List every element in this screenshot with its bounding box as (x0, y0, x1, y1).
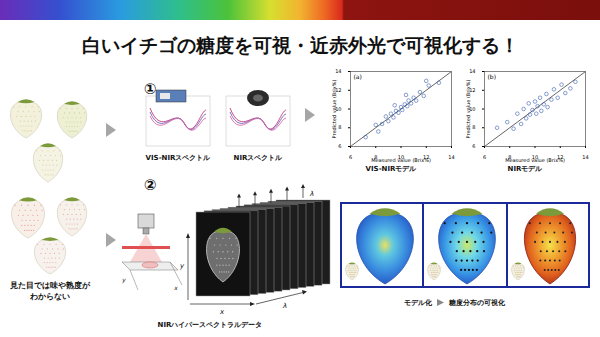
svg-text:VIS-NIRスペクトル: VIS-NIRスペクトル (146, 154, 212, 162)
svg-text:x: x (219, 308, 225, 316)
svg-text:Predicted value (Brix%): Predicted value (Brix%) (465, 80, 471, 139)
svg-text:白いイチゴの糖度を可視・近赤外光で可視化する！: 白いイチゴの糖度を可視・近赤外光で可視化する！ (82, 34, 519, 56)
svg-text:14: 14 (582, 154, 588, 160)
svg-text:わからない: わからない (29, 292, 70, 301)
svg-text:10: 10 (469, 105, 476, 112)
svg-text:y: y (179, 262, 185, 270)
svg-text:14: 14 (448, 154, 454, 160)
svg-text:見た目では味や熟度が: 見た目では味や熟度が (9, 280, 91, 290)
svg-text:14: 14 (335, 68, 341, 74)
svg-text:10: 10 (335, 105, 342, 112)
svg-text:λ: λ (282, 302, 287, 310)
svg-text:8: 8 (338, 124, 341, 130)
svg-text:Measured value (Brix%): Measured value (Brix%) (371, 157, 431, 163)
svg-text:糖度分布の可視化: 糖度分布の可視化 (448, 298, 506, 307)
svg-text:x: x (173, 284, 178, 291)
svg-text:②: ② (144, 176, 157, 194)
svg-text:NIRハイパースペクトラルデータ: NIRハイパースペクトラルデータ (158, 321, 263, 329)
svg-text:NIRスペクトル: NIRスペクトル (234, 154, 284, 162)
svg-text:λ: λ (309, 190, 314, 198)
svg-text:6: 6 (338, 143, 341, 149)
svg-text:Measured value (Brix%): Measured value (Brix%) (505, 157, 565, 163)
svg-text:6: 6 (483, 154, 486, 160)
svg-text:①: ① (144, 80, 157, 98)
svg-text:(a): (a) (354, 73, 362, 80)
svg-text:VIS-NIRモデル: VIS-NIRモデル (366, 165, 418, 173)
svg-text:y: y (121, 276, 126, 284)
svg-text:8: 8 (472, 124, 475, 130)
svg-text:6: 6 (472, 143, 475, 149)
svg-text:12: 12 (335, 86, 342, 93)
svg-text:(b): (b) (488, 73, 497, 80)
svg-text:NIRモデル: NIRモデル (508, 165, 544, 173)
svg-text:14: 14 (469, 68, 475, 74)
svg-text:12: 12 (469, 86, 476, 93)
svg-text:6: 6 (349, 154, 352, 160)
svg-text:モデル化: モデル化 (404, 299, 433, 307)
svg-text:Predicted value (Brix%): Predicted value (Brix%) (331, 80, 337, 139)
